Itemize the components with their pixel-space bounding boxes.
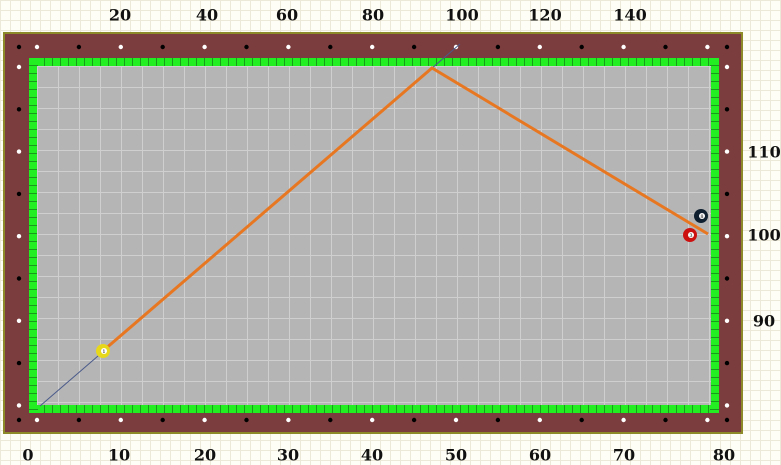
diamond-marker-white (118, 44, 124, 50)
bottom-axis-label: 30 (276, 445, 300, 465)
bottom-axis-label: 0 (22, 445, 34, 465)
diamond-marker-black (724, 107, 730, 112)
diamond-marker-white (16, 234, 22, 239)
diamond-marker-black (16, 191, 22, 197)
diamond-marker-white (16, 403, 22, 408)
ball-number: 3 (689, 233, 692, 239)
diamond-marker-black (328, 44, 333, 50)
diamond-marker-white (16, 318, 22, 323)
diamond-marker-black (160, 417, 165, 423)
diamond-marker-black (76, 417, 82, 423)
diamond-marker-black (663, 44, 668, 50)
top-axis-label: 140 (613, 5, 647, 25)
diamond-marker-white (286, 417, 291, 423)
diamond-marker-white (724, 318, 730, 323)
diamond-marker-black (16, 44, 22, 50)
diamond-marker-white (16, 64, 22, 70)
diamond-marker-black (579, 417, 584, 423)
ball-8[interactable]: 8 (694, 209, 708, 223)
ball-number: 8 (700, 214, 703, 220)
bottom-axis-label: 80 (712, 445, 736, 465)
right-axis-label: 110 (747, 142, 781, 162)
diamond-marker-black (724, 191, 730, 197)
top-axis-label: 60 (275, 5, 299, 25)
diamond-marker-white (202, 44, 207, 50)
ball-3[interactable]: 3 (683, 228, 697, 242)
diamond-marker-white (34, 417, 40, 423)
diamond-marker-black (16, 276, 22, 281)
diamond-marker-white (370, 44, 375, 50)
diamond-marker-white (16, 149, 22, 154)
diamond-marker-white (621, 44, 626, 50)
diamond-marker-black (411, 44, 417, 50)
diamond-marker-black (160, 44, 165, 50)
right-axis-label: 100 (747, 225, 781, 245)
bottom-axis-label: 10 (107, 445, 131, 465)
diamond-marker-white (370, 417, 375, 423)
diamond-marker-white (621, 417, 626, 423)
diamond-marker-black (411, 417, 417, 423)
diamond-marker-white (705, 44, 710, 50)
diamond-marker-white (724, 403, 730, 408)
diamond-marker-black (663, 417, 668, 423)
diamond-marker-black (495, 44, 501, 50)
diamond-marker-black (724, 276, 730, 281)
top-axis-label: 80 (361, 5, 385, 25)
diamond-marker-black (244, 417, 249, 423)
diamond-marker-black (244, 44, 249, 50)
diamond-marker-black (328, 417, 333, 423)
shot-path (103, 66, 709, 352)
diamond-marker-white (453, 417, 459, 423)
top-axis-label: 120 (528, 5, 562, 25)
diamond-marker-white (705, 417, 710, 423)
top-axis-label: 100 (445, 5, 479, 25)
ball-number: 1 (102, 349, 105, 355)
bottom-axis-label: 40 (360, 445, 384, 465)
diamond-marker-black (16, 417, 22, 423)
diamond-marker-white (537, 44, 542, 50)
diamond-marker-black (16, 107, 22, 112)
diamond-marker-black (495, 417, 501, 423)
diamond-marker-black (724, 417, 730, 423)
ball-1[interactable]: 1 (96, 344, 110, 358)
right-axis-label: 90 (752, 311, 776, 331)
diamond-marker-black (724, 360, 730, 366)
diamond-marker-white (537, 417, 542, 423)
diamond-marker-white (34, 44, 40, 50)
diamond-marker-black (579, 44, 584, 50)
bottom-axis-label: 20 (193, 445, 217, 465)
top-axis-label: 20 (108, 5, 132, 25)
diamond-marker-black (724, 44, 730, 50)
diamond-marker-white (118, 417, 124, 423)
bottom-axis-label: 60 (528, 445, 552, 465)
diamond-marker-white (724, 149, 730, 154)
diamond-marker-white (724, 64, 730, 70)
bottom-axis-label: 50 (444, 445, 468, 465)
diamond-marker-black (16, 360, 22, 366)
diamond-marker-white (202, 417, 207, 423)
diamond-marker-black (76, 44, 82, 50)
diamond-marker-white (286, 44, 291, 50)
diamond-marker-white (724, 234, 730, 239)
bottom-axis-label: 70 (612, 445, 636, 465)
table-felt (37, 66, 711, 405)
top-axis-label: 40 (195, 5, 219, 25)
